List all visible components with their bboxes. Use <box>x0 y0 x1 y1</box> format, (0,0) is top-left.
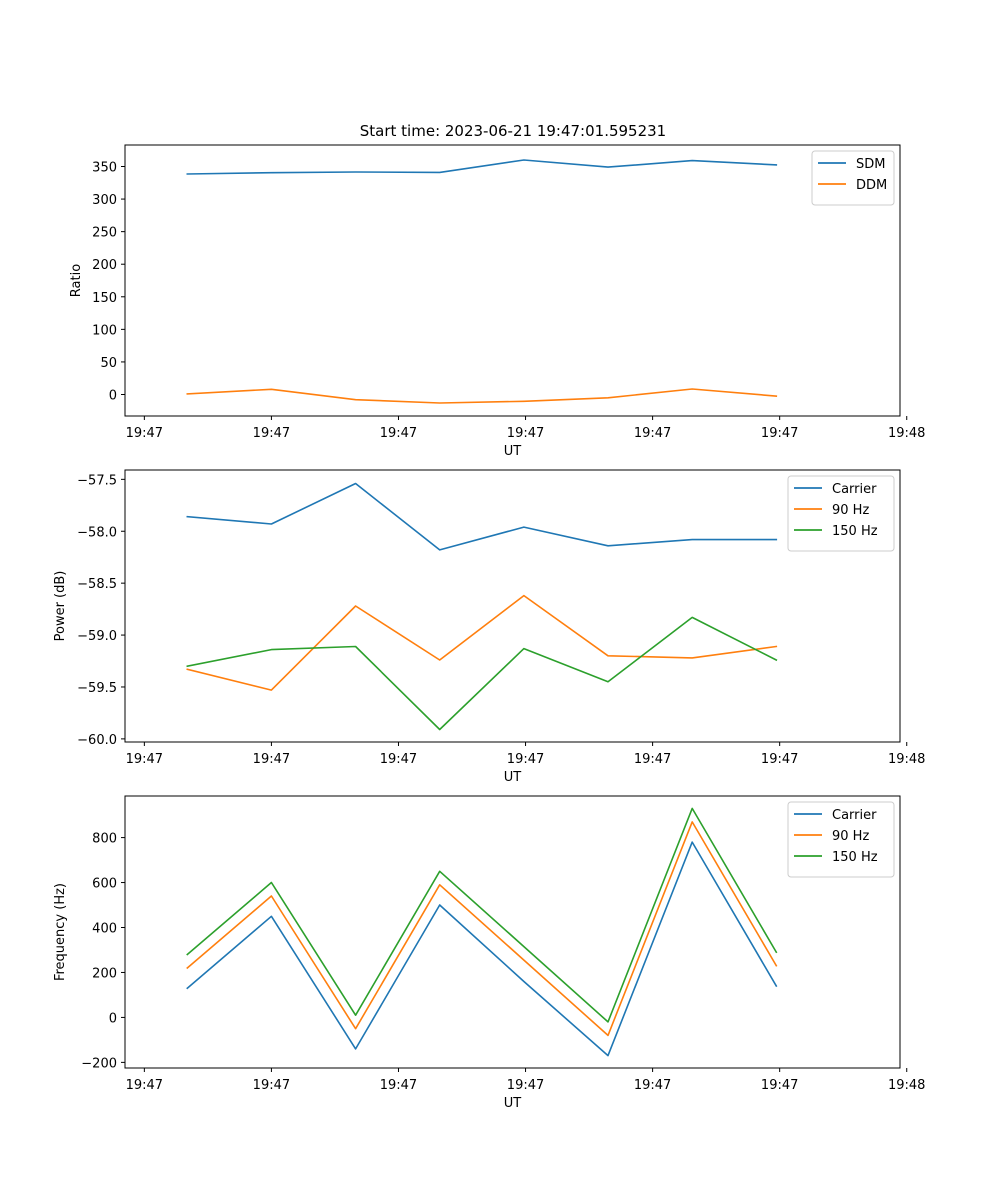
y-tick-label: −58.5 <box>77 577 117 592</box>
series-line-ddm <box>186 388 778 404</box>
panel-1: 19:47 19:47 19:47 19:47 19:47 19:47 19:48 0 50 10… <box>69 144 925 459</box>
x-tick-label: 19:47 <box>634 1078 671 1093</box>
x-tick-label: 19:47 <box>761 752 798 767</box>
x-tick-label: 19:47 <box>634 752 671 767</box>
x-tick-label: 19:47 <box>126 426 163 441</box>
y-axis-label: Frequency (Hz) <box>53 883 68 981</box>
x-tick-label: 19:47 <box>253 752 290 767</box>
legend-label: SDM <box>856 157 885 172</box>
x-tick-label: 19:47 <box>126 1078 163 1093</box>
x-tick-label: 19:47 <box>253 1078 290 1093</box>
y-tick-label: −58.0 <box>77 525 117 540</box>
x-axis-label: UT <box>504 770 522 785</box>
plot-frame <box>124 144 901 417</box>
x-axis-label: UT <box>504 1096 522 1111</box>
x-tick-label: 19:48 <box>888 426 925 441</box>
series-line-150-hz <box>186 807 778 1023</box>
x-tick-label: 19:47 <box>253 426 290 441</box>
legend-label: DDM <box>856 178 887 193</box>
y-tick-label: −59.5 <box>77 681 117 696</box>
x-tick-label: 19:47 <box>507 1078 544 1093</box>
y-tick-label: −59.0 <box>77 629 117 644</box>
y-tick-label: 100 <box>92 323 117 338</box>
panel-2: 19:47 19:47 19:47 19:47 19:47 19:47 19:48 −60.0… <box>53 469 925 785</box>
legend-label: Carrier <box>832 808 877 823</box>
y-axis-label: Ratio <box>69 264 84 297</box>
x-tick-label: 19:47 <box>126 752 163 767</box>
y-tick-label: 300 <box>92 193 117 208</box>
y-tick-label: 0 <box>109 389 117 404</box>
panel-3: 19:47 19:47 19:47 19:47 19:47 19:47 19:48 −200 0… <box>53 795 925 1111</box>
x-tick-label: 19:47 <box>761 426 798 441</box>
series-line-sdm <box>186 159 778 175</box>
legend-label: Carrier <box>832 482 877 497</box>
x-tick-label: 19:48 <box>888 752 925 767</box>
x-tick-label: 19:47 <box>634 426 671 441</box>
series-line-90-hz <box>186 594 778 691</box>
y-tick-label: 250 <box>92 226 117 241</box>
legend-label: 90 Hz <box>832 503 869 518</box>
y-tick-label: −57.5 <box>77 473 117 488</box>
plot-frame <box>124 795 901 1069</box>
legend-box <box>787 801 895 878</box>
series-line-carrier <box>186 841 778 1057</box>
y-tick-label: 600 <box>92 877 117 892</box>
x-tick-label: 19:47 <box>380 752 417 767</box>
legend-label: 150 Hz <box>832 524 878 539</box>
series-line-90-hz <box>186 821 778 1037</box>
y-tick-label: 200 <box>92 966 117 981</box>
legend: Carrier 90 Hz 150 Hz <box>787 475 895 552</box>
legend-label: 90 Hz <box>832 829 869 844</box>
x-tick-label: 19:48 <box>888 1078 925 1093</box>
y-tick-label: 400 <box>92 922 117 937</box>
y-tick-label: 50 <box>100 356 117 371</box>
legend: Carrier 90 Hz 150 Hz <box>787 801 895 878</box>
legend-box <box>787 475 895 552</box>
legend-box <box>811 150 895 206</box>
y-tick-label: 150 <box>92 291 117 306</box>
plot-frame <box>124 469 901 743</box>
y-tick-label: 800 <box>92 832 117 847</box>
x-axis-label: UT <box>504 444 522 459</box>
x-tick-label: 19:47 <box>380 1078 417 1093</box>
x-tick-label: 19:47 <box>507 426 544 441</box>
series-line-150-hz <box>186 616 778 731</box>
y-tick-label: 350 <box>92 160 117 175</box>
y-tick-label: −200 <box>81 1056 117 1071</box>
panels: 19:47 19:47 19:47 19:47 19:47 19:47 19:48 0 50 10… <box>53 144 925 1111</box>
y-tick-label: 0 <box>109 1011 117 1026</box>
y-axis-label: Power (dB) <box>53 571 68 642</box>
x-tick-label: 19:47 <box>507 752 544 767</box>
y-tick-label: 200 <box>92 258 117 273</box>
y-tick-label: −60.0 <box>77 733 117 748</box>
series-line-carrier <box>186 482 778 551</box>
x-tick-label: 19:47 <box>380 426 417 441</box>
legend: SDM DDM <box>811 150 895 206</box>
x-tick-label: 19:47 <box>761 1078 798 1093</box>
legend-label: 150 Hz <box>832 850 878 865</box>
figure-title: Start time: 2023-06-21 19:47:01.595231 <box>360 122 666 140</box>
